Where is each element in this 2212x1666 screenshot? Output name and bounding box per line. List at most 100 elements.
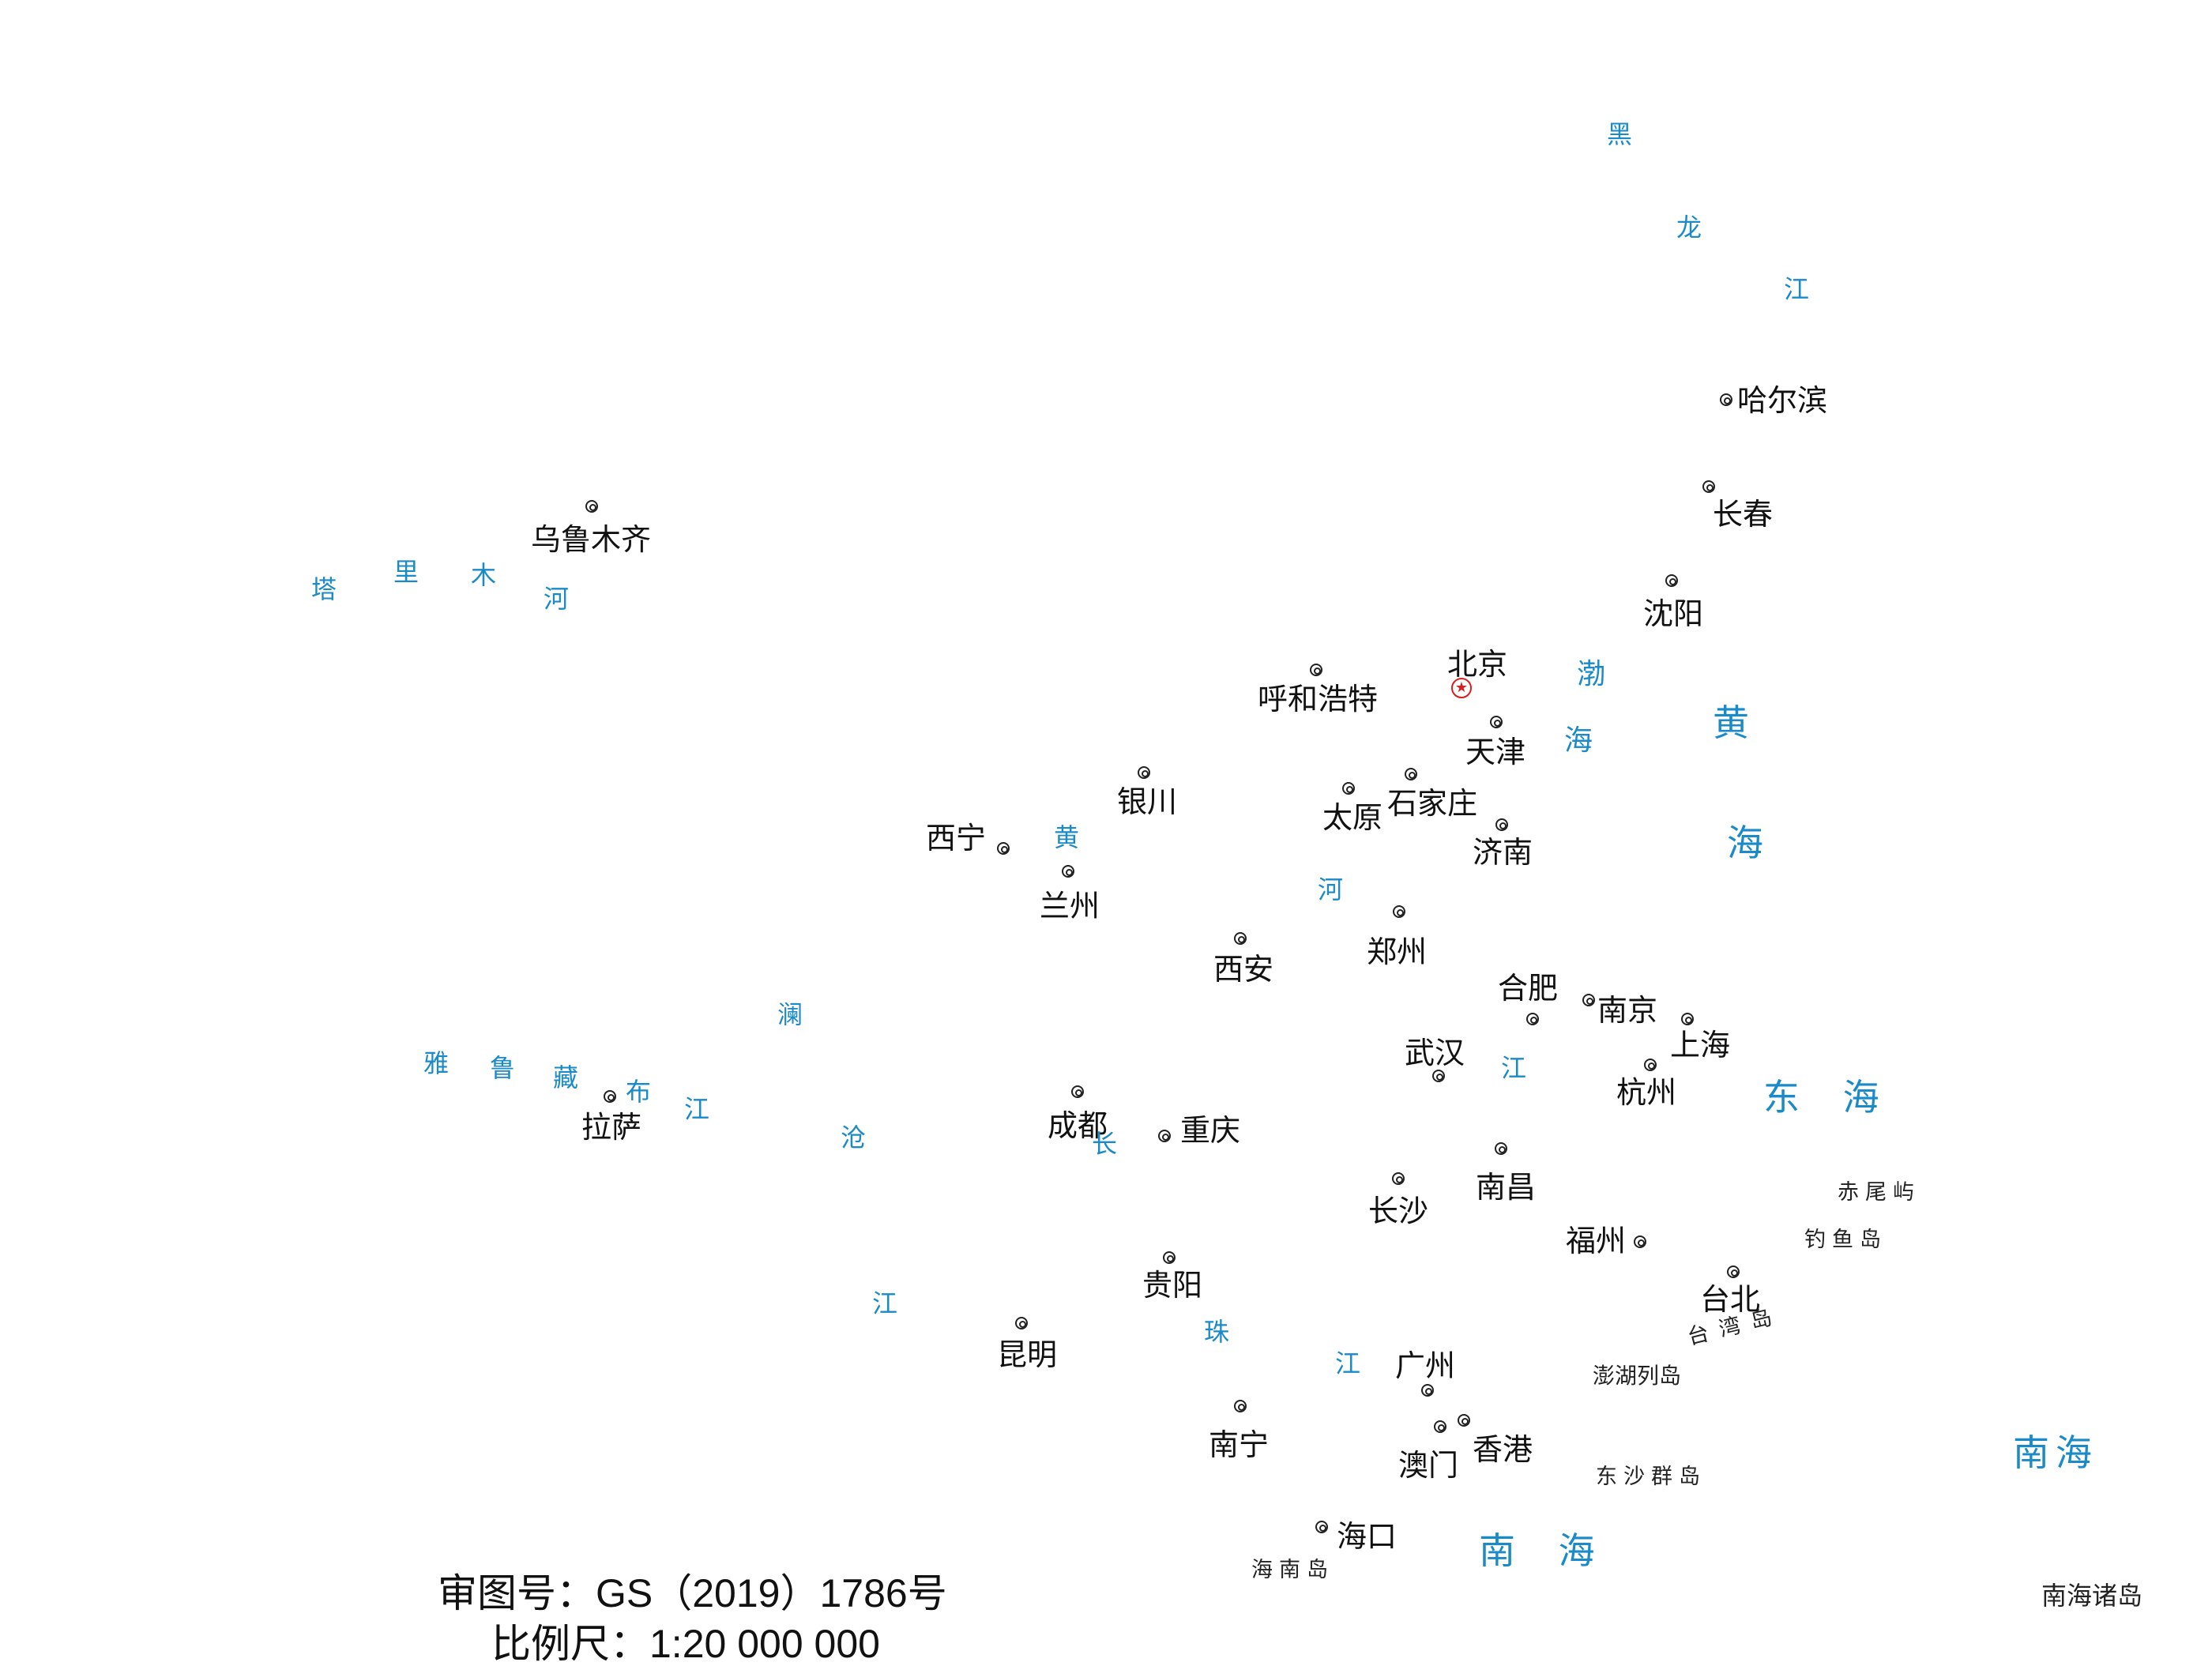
island-label-hainandao: 海南岛 bbox=[1251, 1558, 1334, 1582]
city-label-taiyuan: 太原 bbox=[1322, 800, 1383, 835]
city-marker-icon bbox=[1634, 1235, 1646, 1248]
river-label-changjiang: 江 bbox=[1501, 1053, 1527, 1083]
city-marker-icon bbox=[1458, 1414, 1470, 1427]
sea-label-nanhai: 南 海 bbox=[1479, 1529, 1595, 1572]
river-label-huanghe: 河 bbox=[1318, 874, 1344, 904]
island-label-penghu: 澎湖列岛 bbox=[1593, 1363, 1682, 1389]
city-marker-icon bbox=[1234, 932, 1247, 945]
city-marker-icon bbox=[1405, 768, 1417, 780]
river-label-yarlung: 鲁 bbox=[490, 1053, 516, 1083]
city-marker-icon bbox=[1062, 865, 1074, 878]
river-label-zhujiang: 江 bbox=[1335, 1348, 1361, 1378]
city-label-xianggang: 香港 bbox=[1473, 1432, 1533, 1467]
city-label-yinchuan: 银川 bbox=[1117, 784, 1178, 819]
city-label-aomen: 澳门 bbox=[1398, 1448, 1459, 1483]
city-label-hangzhou: 杭州 bbox=[1616, 1075, 1677, 1110]
city-label-wuhan: 武汉 bbox=[1405, 1036, 1465, 1070]
city-label-fuzhou: 福州 bbox=[1566, 1224, 1627, 1258]
city-marker-icon bbox=[1393, 905, 1405, 918]
city-marker-icon bbox=[1071, 1085, 1084, 1098]
river-label-talimuhe: 里 bbox=[393, 557, 419, 587]
river-label-lancang: 澜 bbox=[777, 999, 803, 1029]
river-label-yarlung: 藏 bbox=[553, 1062, 579, 1092]
city-marker-icon bbox=[1434, 1420, 1446, 1433]
city-label-nanchang: 南昌 bbox=[1476, 1170, 1537, 1205]
map-scale: 比例尺：1:20 000 000 bbox=[491, 1622, 880, 1666]
sea-label-huanghai: 黄 bbox=[1713, 701, 1749, 744]
river-label-changjiang: 长 bbox=[1092, 1129, 1118, 1159]
city-label-kunming: 昆明 bbox=[997, 1337, 1058, 1372]
city-label-nanjing: 南京 bbox=[1597, 993, 1658, 1028]
city-label-hefei: 合肥 bbox=[1498, 971, 1559, 1006]
city-label-xining: 西宁 bbox=[926, 821, 987, 856]
city-label-lanzhou: 兰州 bbox=[1040, 889, 1100, 923]
river-label-lancang: 沧 bbox=[841, 1123, 867, 1153]
river-label-heilongjiang: 黑 bbox=[1607, 119, 1633, 149]
city-marker-icon bbox=[585, 500, 598, 513]
city-marker-icon bbox=[1665, 574, 1678, 587]
city-marker-icon bbox=[1526, 1013, 1539, 1025]
city-marker-icon bbox=[1015, 1317, 1028, 1329]
city-marker-icon bbox=[1392, 1172, 1405, 1185]
city-marker-icon bbox=[1681, 1013, 1694, 1025]
city-label-chengdu: 成都 bbox=[1048, 1108, 1108, 1143]
river-label-zhujiang: 珠 bbox=[1204, 1317, 1230, 1347]
city-label-jinan: 济南 bbox=[1473, 835, 1533, 870]
capital-star-icon: ★ bbox=[1451, 678, 1472, 698]
river-label-yarlung: 江 bbox=[684, 1094, 710, 1124]
city-label-guiyang: 贵阳 bbox=[1142, 1268, 1203, 1303]
river-label-huanghe: 黄 bbox=[1054, 822, 1080, 852]
island-label-nanhaizhudao: 南海诸岛 bbox=[2041, 1581, 2143, 1611]
city-label-huhehaote: 呼和浩特 bbox=[1258, 682, 1379, 716]
river-label-heilongjiang: 江 bbox=[1784, 274, 1810, 304]
city-marker-icon bbox=[1495, 1142, 1507, 1155]
city-marker-icon bbox=[1490, 716, 1503, 728]
city-label-shenyang: 沈阳 bbox=[1643, 596, 1704, 631]
city-marker-icon bbox=[1342, 782, 1355, 795]
city-label-tianjin: 天津 bbox=[1465, 735, 1526, 769]
sea-label-bohai: 渤 bbox=[1577, 658, 1606, 690]
city-label-xian: 西安 bbox=[1213, 952, 1274, 987]
city-marker-icon bbox=[1234, 1400, 1247, 1412]
city-marker-icon bbox=[1727, 1265, 1740, 1278]
sea-label-donghai: 东 海 bbox=[1763, 1076, 1879, 1119]
city-marker-icon bbox=[1138, 766, 1150, 779]
city-marker-icon bbox=[1432, 1070, 1445, 1082]
city-label-beijing: 北京 bbox=[1447, 647, 1508, 682]
sea-label-bohai: 海 bbox=[1564, 724, 1593, 757]
river-label-talimuhe: 塔 bbox=[311, 574, 337, 604]
city-marker-icon bbox=[1421, 1384, 1434, 1397]
city-label-changsha: 长沙 bbox=[1368, 1194, 1429, 1228]
river-label-yarlung: 布 bbox=[626, 1077, 652, 1107]
city-label-shijiazhuang: 石家庄 bbox=[1387, 786, 1478, 821]
city-label-nanning: 南宁 bbox=[1209, 1427, 1270, 1462]
city-marker-icon bbox=[1720, 393, 1732, 406]
river-label-lancang: 江 bbox=[872, 1288, 898, 1318]
island-label-diaoyudao: 钓鱼岛 bbox=[1804, 1228, 1887, 1252]
river-label-talimuhe: 木 bbox=[471, 560, 497, 590]
city-marker-icon bbox=[1495, 818, 1508, 831]
city-marker-icon bbox=[997, 842, 1010, 855]
river-label-heilongjiang: 龙 bbox=[1676, 212, 1702, 243]
island-label-chiweiyu: 赤尾屿 bbox=[1838, 1180, 1920, 1205]
city-label-lasa: 拉萨 bbox=[581, 1110, 642, 1145]
river-label-talimuhe: 河 bbox=[544, 584, 570, 614]
city-label-guangzhou: 广州 bbox=[1395, 1348, 1456, 1383]
island-label-dongsha: 东沙群岛 bbox=[1596, 1465, 1706, 1489]
city-label-zhengzhou: 郑州 bbox=[1367, 935, 1428, 969]
sea-label-huanghai: 海 bbox=[1727, 822, 1763, 864]
city-marker-icon bbox=[1315, 1521, 1328, 1533]
city-label-wulumuqi: 乌鲁木齐 bbox=[531, 522, 652, 557]
map-review-number: 审图号：GS（2019）1786号 bbox=[438, 1571, 947, 1615]
city-marker-icon bbox=[1158, 1130, 1171, 1142]
city-marker-icon bbox=[1163, 1251, 1176, 1264]
city-label-chongqing: 重庆 bbox=[1180, 1113, 1241, 1148]
city-label-haerbin: 哈尔滨 bbox=[1737, 383, 1828, 418]
city-marker-icon bbox=[604, 1090, 616, 1103]
sea-label-nanhai-inset: 南海 bbox=[2013, 1431, 2098, 1474]
city-marker-icon bbox=[1702, 480, 1715, 493]
city-marker-icon bbox=[1582, 994, 1595, 1006]
city-marker-icon bbox=[1310, 664, 1322, 676]
city-marker-icon bbox=[1644, 1059, 1657, 1071]
